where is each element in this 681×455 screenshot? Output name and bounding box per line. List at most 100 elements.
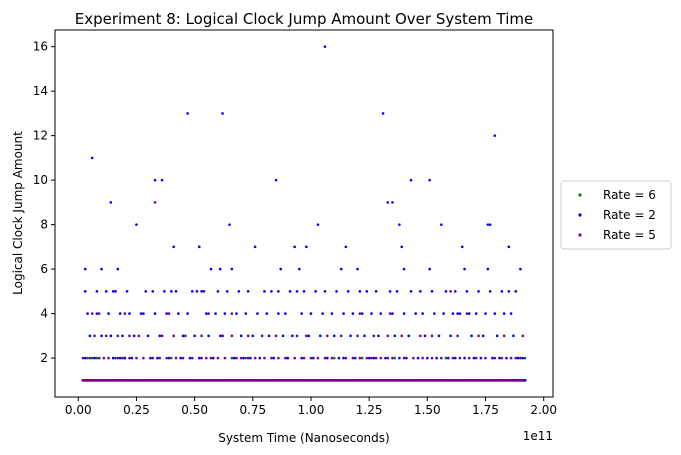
data-point [502,334,506,338]
data-point [470,334,473,338]
chart-title: Experiment 8: Logical Clock Jump Amount … [75,10,533,28]
data-point [121,356,124,360]
data-point [153,178,157,182]
data-point [493,134,497,137]
data-point [293,356,296,360]
data-point [409,290,413,293]
data-point [83,290,87,293]
legend: Rate = 6 Rate = 2 Rate = 5 [560,180,672,250]
data-point [440,223,443,226]
data-point [398,223,401,226]
data-point [309,356,313,360]
data-point [223,312,227,315]
data-point [116,267,120,271]
data-point [419,290,422,293]
data-point [374,290,378,293]
data-point [430,290,434,293]
data-point [179,356,182,360]
data-point [330,356,334,360]
x-tick-label: 0.75 [239,403,266,417]
data-point [200,334,203,338]
data-point [481,334,485,338]
data-point [165,312,168,315]
y-tick-label: 12 [33,129,48,143]
data-point [88,334,92,338]
data-point [400,245,404,249]
data-point [228,223,231,226]
data-point [156,356,159,360]
data-point [235,312,238,315]
data-point [507,245,511,249]
data-point [479,356,483,360]
data-point [128,312,131,315]
data-point [223,356,227,360]
data-point [160,178,164,182]
y-axis: 2 4 6 8 10 12 14 16 [33,40,55,365]
data-point [351,356,355,360]
data-point [339,334,343,338]
data-point [111,290,115,293]
data-point [118,356,122,360]
data-point [365,290,369,293]
data-point [488,290,492,293]
data-point [135,223,138,226]
data-point [146,334,150,338]
data-point [90,312,94,315]
data-point [456,312,459,315]
data-point [242,356,245,360]
y-tick-label: 14 [33,84,48,98]
data-point [163,290,166,293]
data-point [270,356,273,360]
data-point [279,267,283,271]
data-point [123,312,127,315]
data-point [391,201,394,204]
data-point [372,356,376,360]
data-point [118,312,122,315]
data-point [516,356,520,360]
data-point [330,312,334,315]
data-point [246,290,250,293]
y-tick-label: 8 [40,218,48,232]
data-point [500,356,504,360]
data-point [400,334,404,338]
data-point [293,245,296,249]
data-point [472,356,476,360]
data-point [323,290,327,293]
legend-marker [578,193,582,197]
data-point [300,356,303,360]
data-point [363,334,366,338]
data-point [323,45,327,48]
data-point [221,334,224,338]
data-point [463,267,466,271]
data-point [267,334,271,338]
data-point [186,312,189,315]
data-point [486,223,490,226]
series-3 [81,201,525,382]
data-point [260,334,264,338]
data-point [239,356,243,360]
data-point [458,356,462,360]
data-point [398,356,401,360]
data-point [181,356,185,360]
data-point [444,290,448,293]
data-point [239,334,243,338]
data-point [153,312,157,315]
data-point [465,312,469,315]
data-point [225,290,229,293]
data-point [86,356,89,360]
data-point [437,334,441,338]
data-point [151,356,155,360]
data-point [216,290,220,293]
data-point [412,356,415,360]
data-point [277,290,280,293]
data-point [426,356,429,360]
data-point [107,312,110,315]
data-point [509,356,513,360]
data-point [165,356,168,360]
data-point [467,312,471,315]
series-2 [81,45,527,382]
data-point [509,312,513,315]
data-point [295,334,299,338]
data-point [430,356,434,360]
data-point [493,312,497,315]
